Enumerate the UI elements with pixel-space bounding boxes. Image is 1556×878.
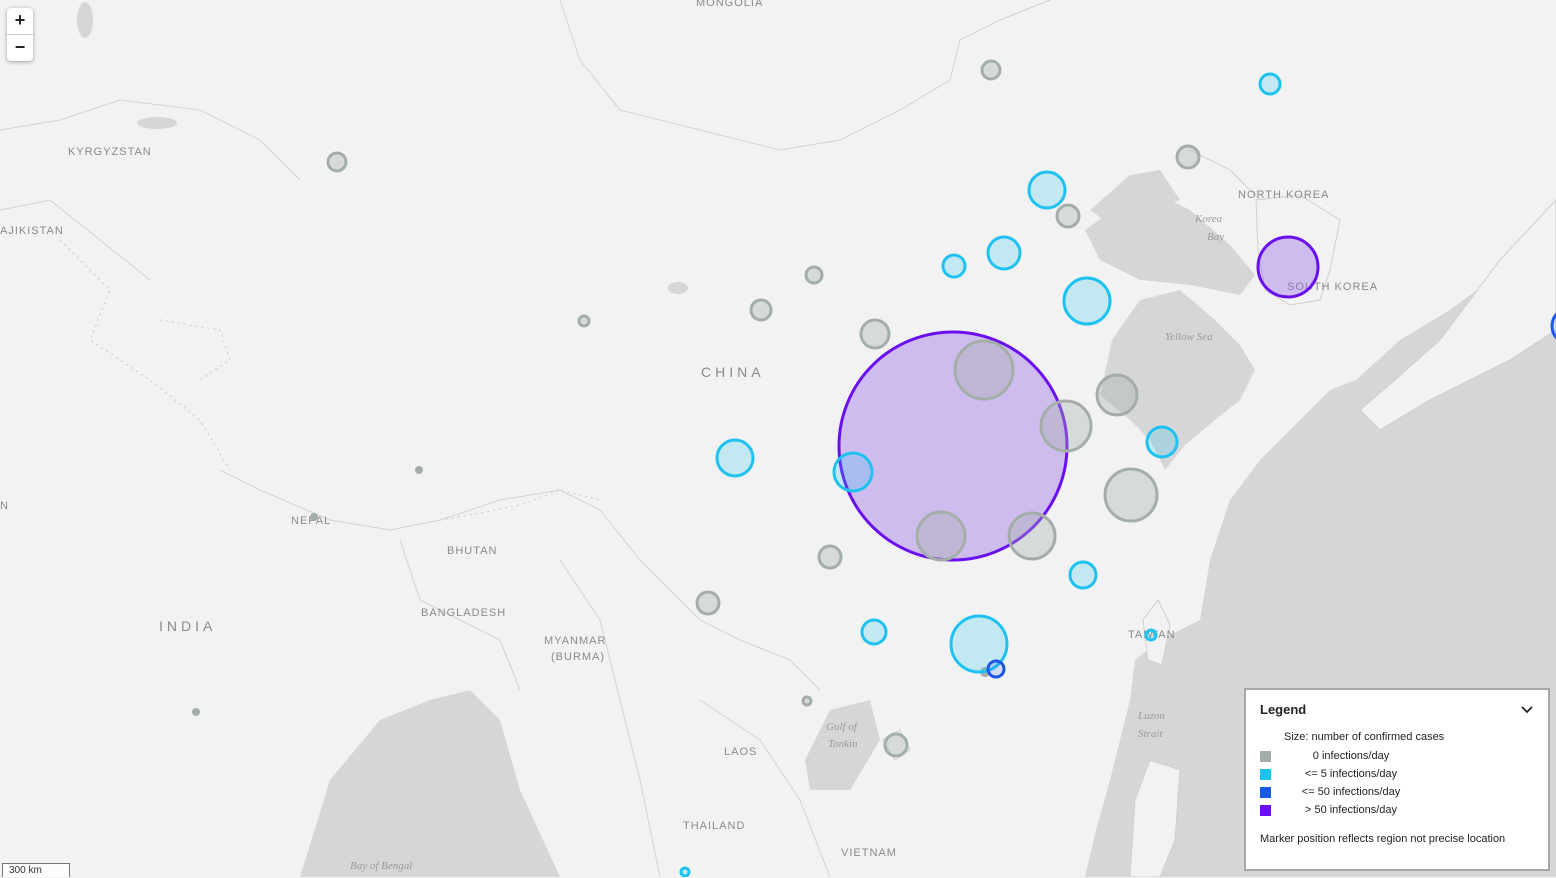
legend-swatch-blue [1260,786,1271,798]
scale-bar: 300 km [2,863,70,877]
marker-cyan[interactable] [941,253,967,279]
marker-gray[interactable] [415,466,423,474]
lakes [77,2,688,294]
marker-purple[interactable] [837,330,1069,562]
label-taiwan: TAIWAN [1128,629,1176,641]
marker-blue[interactable] [986,659,1006,679]
label-edge-n: N [0,500,9,512]
label-luzon-strait-line1: Luzon [1137,710,1165,722]
marker-cyan[interactable] [832,451,874,493]
label-thailand: THAILAND [683,820,745,832]
label-bhutan: BHUTAN [447,545,497,557]
zoom-in-button[interactable]: + [14,10,26,30]
marker-gray[interactable] [1095,373,1139,417]
label-korea-bay-line2: Bay [1207,231,1224,243]
marker-gray[interactable] [749,298,773,322]
case-markers [192,59,1556,877]
legend-footnote: Marker position reflects region not prec… [1260,833,1506,845]
zoom-control: + − [7,8,33,61]
label-vietnam: VIETNAM [841,847,897,859]
label-myanmar-line1: MYANMAR [544,635,606,647]
legend-item-label: > 50 infections/day [1304,804,1398,816]
label-nepal: NEPAL [291,515,331,527]
label-bangladesh: BANGLADESH [421,607,506,619]
label-north-korea: NORTH KOREA [1238,189,1329,201]
legend-swatch-purple [1260,804,1271,816]
legend-subtitle: Size: number of confirmed cases [1284,731,1445,743]
marker-cyan[interactable] [1062,276,1112,326]
marker-gray[interactable] [817,544,843,570]
marker-gray[interactable] [953,339,1015,401]
marker-cyan[interactable] [1027,170,1067,210]
label-kyrgyzstan: KYRGYZSTAN [68,146,152,158]
marker-gray[interactable] [801,695,813,707]
legend-item: <= 50 infections/day [1260,783,1534,801]
marker-gray[interactable] [326,151,348,173]
label-india: INDIA [159,618,216,634]
marker-cyan[interactable] [715,438,755,478]
marker-cyan[interactable] [1144,628,1158,642]
legend-item: > 50 infections/day [1260,801,1534,819]
label-luzon-strait-line2: Strait [1138,728,1163,740]
legend-item-label: <= 50 infections/day [1301,786,1401,798]
legend-item: <= 5 infections/day [1260,765,1534,783]
legend-header: Legend [1260,702,1534,717]
marker-gray[interactable] [1175,144,1201,170]
legend-panel: Legend Size: number of confirmed cases 0… [1244,688,1550,871]
marker-gray[interactable] [1039,399,1093,453]
zoom-out-button[interactable]: − [7,34,33,61]
legend-item: 0 infections/day [1260,747,1534,765]
label-tajikistan: AJIKISTAN [0,225,64,237]
legend-swatch-gray [1260,750,1271,762]
marker-gray[interactable] [804,265,824,285]
marker-gray[interactable] [577,314,591,328]
legend-swatch-cyan [1260,768,1271,780]
marker-cyan[interactable] [1068,560,1098,590]
chevron-down-icon[interactable] [1520,703,1534,717]
label-laos: LAOS [724,746,757,758]
label-myanmar-line2: (BURMA) [551,651,605,663]
marker-gray[interactable] [859,318,891,350]
label-gulf-of-tonkin-line1: Gulf of [826,721,859,733]
map-labels: MONGOLIA KYRGYZSTAN AJIKISTAN CHINA NORT… [0,0,1377,872]
marker-gray[interactable] [310,513,318,521]
disputed-borders [59,239,601,521]
marker-blue[interactable] [1550,308,1556,344]
marker-gray[interactable] [1055,203,1081,229]
marker-cyan[interactable] [949,614,1009,674]
legend-item-label: <= 5 infections/day [1304,768,1398,780]
marker-gray[interactable] [915,510,967,562]
label-gulf-of-tonkin-line2: Tonkin [828,738,858,750]
marker-gray[interactable] [1007,511,1057,561]
label-china: CHINA [701,364,765,380]
marker-cyan[interactable] [1258,72,1282,96]
marker-cyan[interactable] [986,235,1022,271]
marker-gray[interactable] [695,590,721,616]
marker-purple[interactable] [1256,235,1320,299]
legend-item-label: 0 infections/day [1312,750,1390,762]
label-korea-bay-line1: Korea [1194,213,1223,225]
label-mongolia: MONGOLIA [696,0,763,9]
marker-cyan[interactable] [679,866,691,877]
label-bay-of-bengal: Bay of Bengal [350,860,412,872]
label-yellow-sea: Yellow Sea [1165,331,1213,343]
marker-cyan[interactable] [1145,425,1179,459]
legend-title: Legend [1260,702,1307,717]
marker-gray[interactable] [192,708,200,716]
marker-gray[interactable] [1103,467,1159,523]
marker-cyan[interactable] [860,618,888,646]
marker-gray[interactable] [980,59,1002,81]
marker-gray[interactable] [883,732,909,758]
